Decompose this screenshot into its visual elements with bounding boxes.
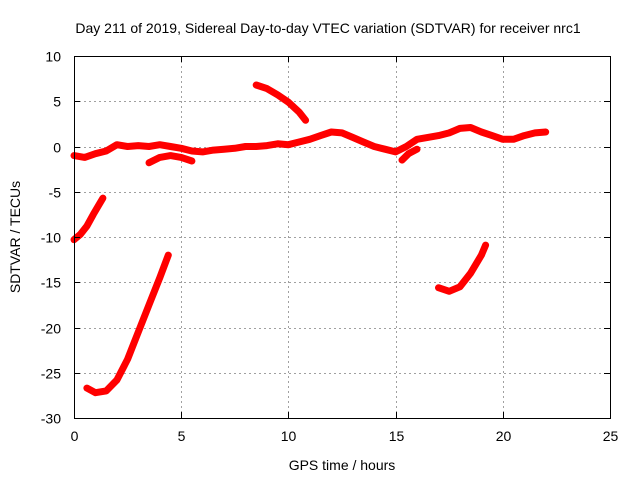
y-tick-label: -30 xyxy=(41,411,61,427)
y-tick-label: -10 xyxy=(41,230,61,246)
chart-title: Day 211 of 2019, Sidereal Day-to-day VTE… xyxy=(75,20,580,36)
series-right-arc xyxy=(435,241,490,295)
x-tick-label: 15 xyxy=(389,428,405,444)
series-dip-segment-1 xyxy=(145,152,196,167)
series-bottom-rise xyxy=(83,251,172,397)
y-tick-label: 5 xyxy=(53,94,61,110)
y-tick-label: -5 xyxy=(49,185,62,201)
data-series xyxy=(70,81,550,397)
x-tick-label: 20 xyxy=(496,428,512,444)
series-left-rise xyxy=(70,194,107,244)
y-tick-label: -20 xyxy=(41,321,61,337)
x-tick-label: 10 xyxy=(281,428,297,444)
x-tick-label: 25 xyxy=(603,428,619,444)
x-tick-labels: 0 5 10 15 20 25 xyxy=(71,428,619,444)
grid-lines xyxy=(74,56,610,418)
y-tick-label: 10 xyxy=(45,49,61,65)
y-tick-label: -15 xyxy=(41,275,61,291)
axis-ticks xyxy=(74,56,611,419)
y-axis-label: SDTVAR / TECUs xyxy=(7,181,23,293)
x-tick-label: 0 xyxy=(71,428,79,444)
x-tick-label: 5 xyxy=(178,428,186,444)
series-main-band xyxy=(70,124,550,161)
x-axis-label: GPS time / hours xyxy=(289,457,396,473)
series-upper-arc xyxy=(252,81,310,124)
y-tick-label: -25 xyxy=(41,366,61,382)
y-tick-label: 0 xyxy=(53,140,61,156)
y-tick-labels: -30 -25 -20 -15 -10 -5 0 5 10 xyxy=(41,49,61,427)
series-dip-segment-2 xyxy=(398,145,421,164)
